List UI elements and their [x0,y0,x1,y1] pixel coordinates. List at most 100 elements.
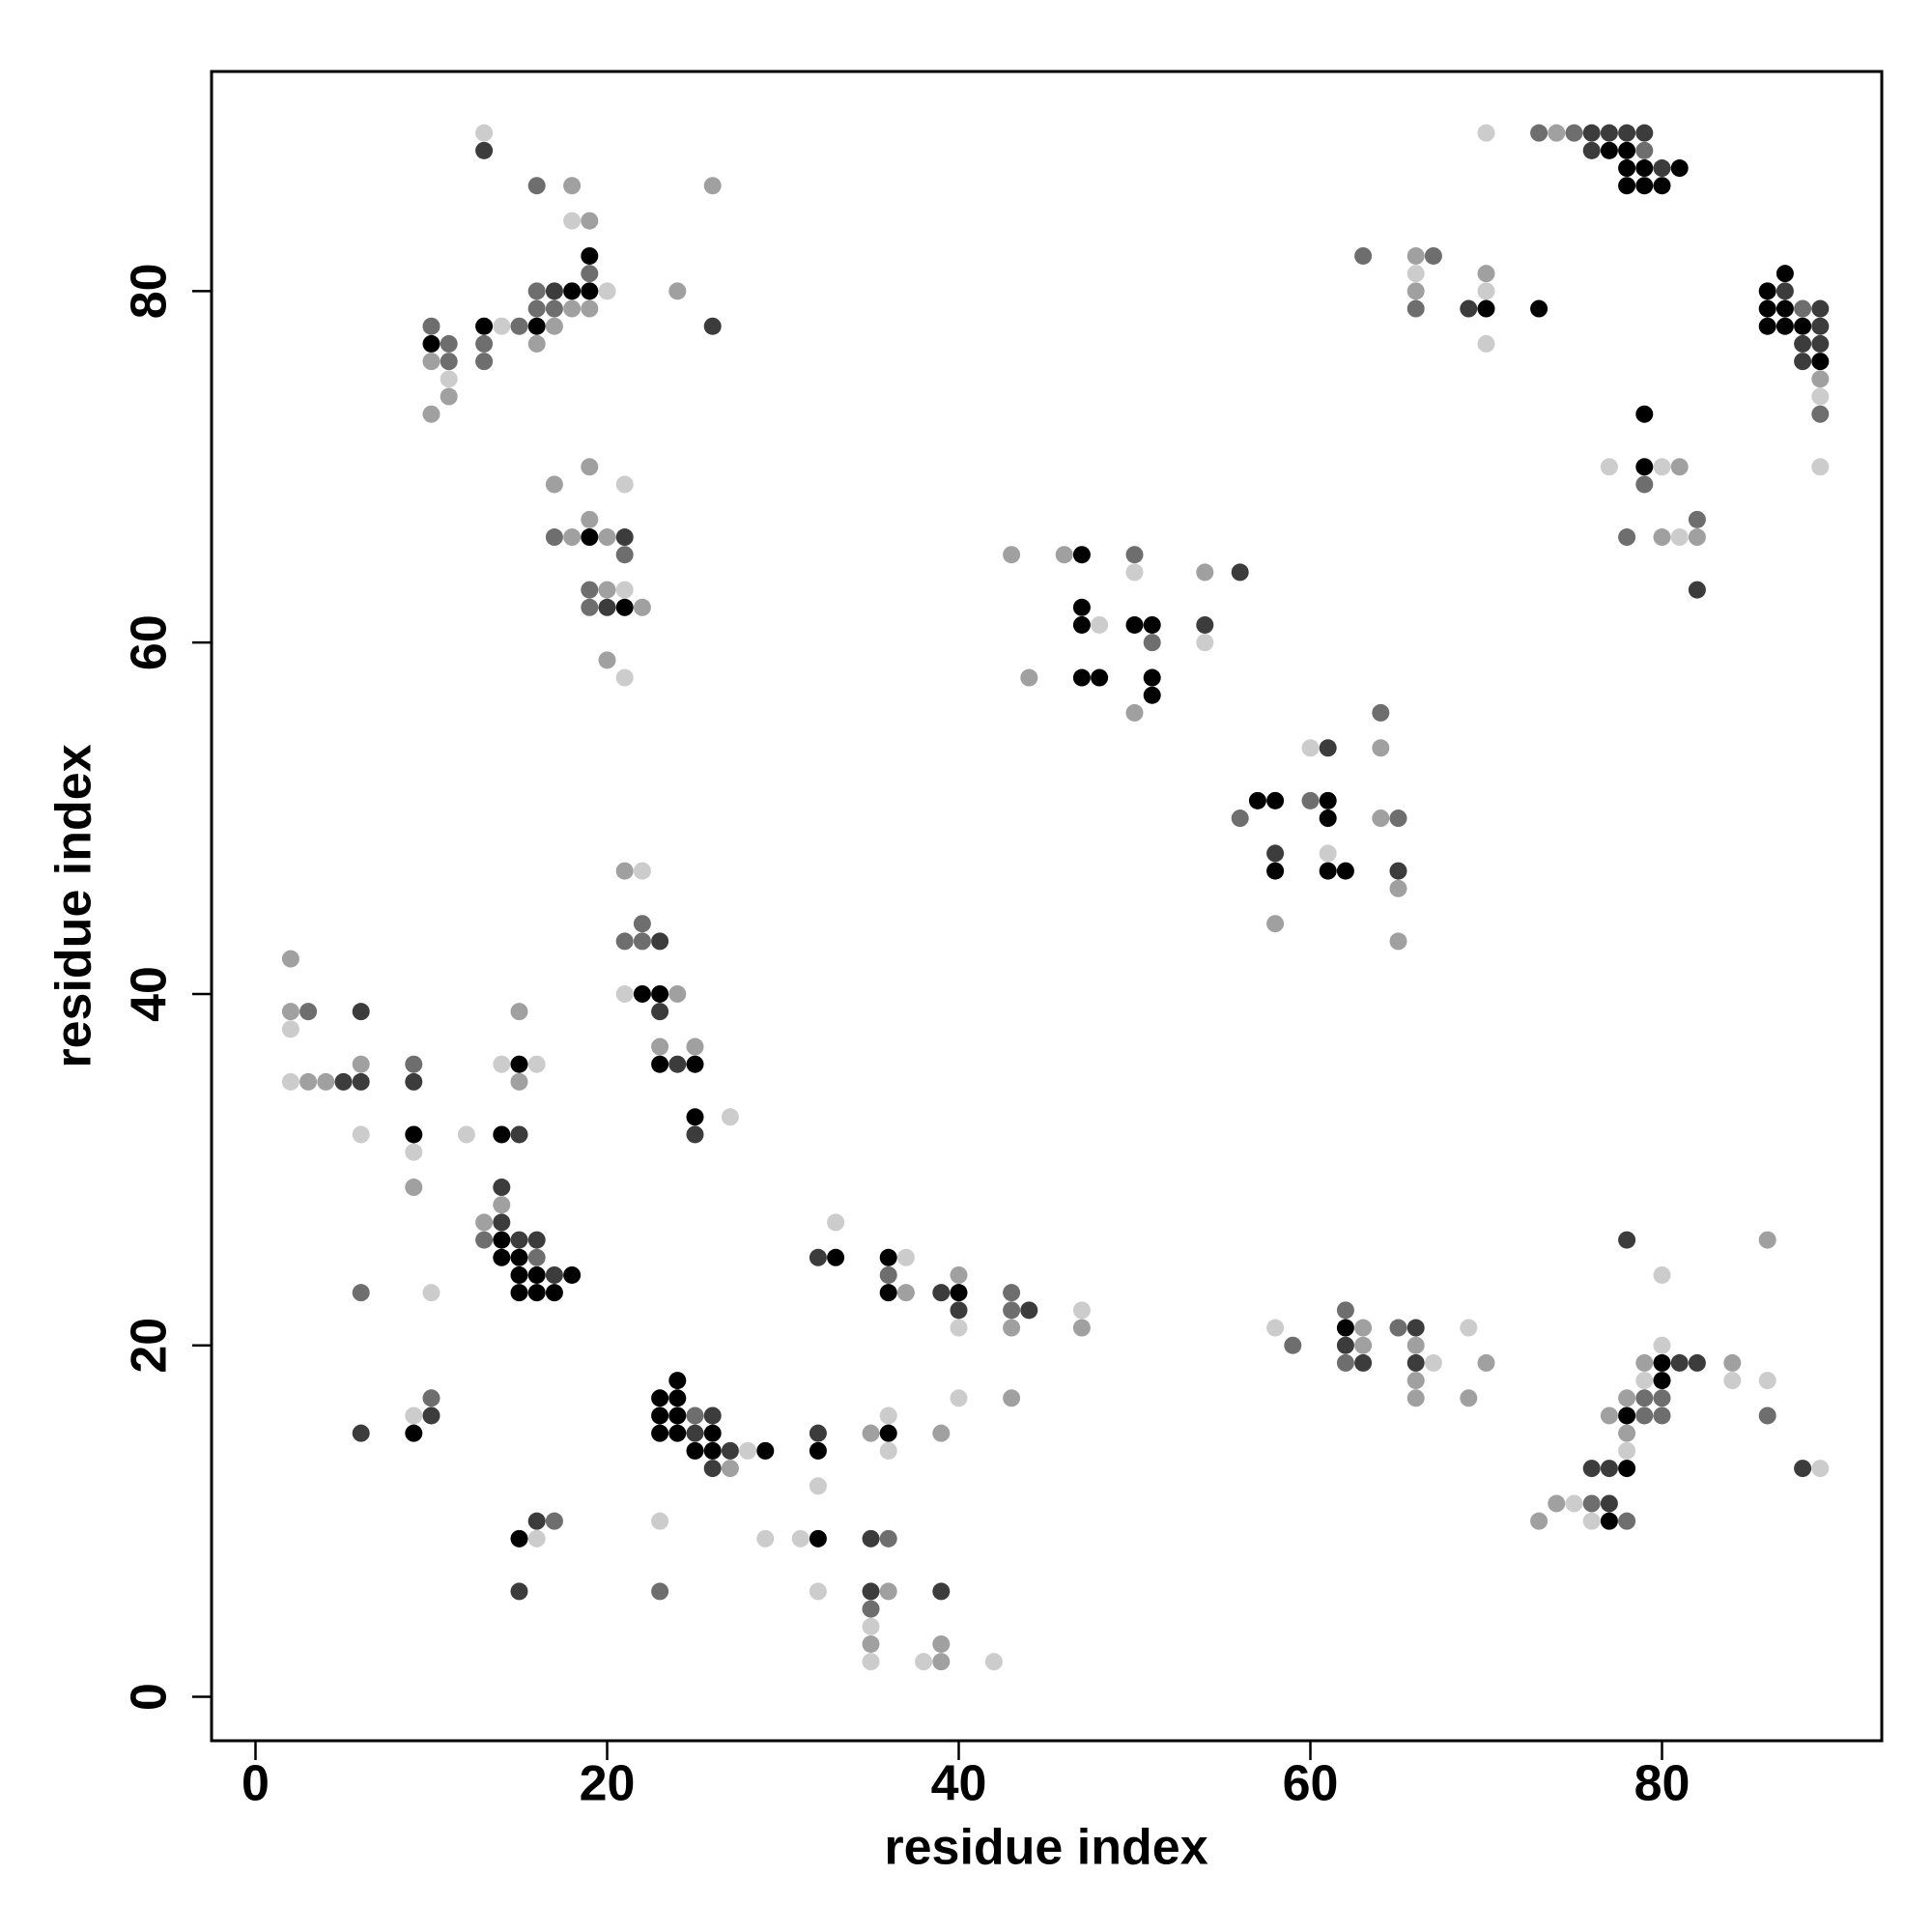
point [1618,1460,1636,1478]
point [1231,810,1249,828]
point [1143,615,1161,634]
point [1319,844,1337,863]
point [563,528,582,547]
point [703,317,722,335]
y-tick-label: 60 [122,614,178,670]
point [1530,1512,1548,1530]
point [581,265,599,283]
point [862,1424,880,1442]
point [527,1529,546,1548]
point [1688,510,1706,528]
point [1758,317,1776,335]
point [510,1055,528,1073]
point [1811,299,1830,318]
point [633,915,651,933]
point [475,1231,494,1249]
point [1688,581,1706,599]
point [1406,1353,1425,1372]
point [862,1653,880,1671]
point [879,1424,897,1442]
point [493,1179,511,1197]
point [563,1265,582,1284]
point [932,1582,951,1601]
point [1055,546,1073,564]
point [581,458,599,476]
point [651,1582,669,1601]
point [1600,1512,1618,1530]
point [686,1125,704,1144]
point [809,1424,827,1442]
point [1477,282,1495,300]
point [1196,615,1214,634]
point [352,1284,370,1302]
point [1653,177,1671,195]
point [1231,563,1249,582]
point [545,317,563,335]
point [510,1265,528,1284]
point [1266,862,1285,880]
x-tick-label: 80 [1634,1756,1690,1812]
point [1389,810,1407,828]
point [299,1072,318,1091]
point [651,1389,669,1407]
point [405,1143,423,1161]
point [1565,1494,1583,1513]
point [1635,1353,1654,1372]
point [1424,246,1442,265]
point [615,862,634,880]
point [1477,124,1495,142]
point [1389,879,1407,897]
point [809,1441,827,1460]
point [651,1003,669,1021]
point [1811,334,1830,353]
point [1794,1460,1812,1478]
point [1811,370,1830,388]
point [896,1284,915,1302]
point [598,598,616,616]
point [668,282,687,300]
point [1406,282,1425,300]
point [809,1582,827,1601]
point [1653,159,1671,178]
point [1618,159,1636,178]
point [1618,124,1636,142]
point [1811,405,1830,423]
point [1758,1372,1776,1390]
point [1600,1494,1618,1513]
point [1776,299,1794,318]
x-axis-title: residue index [884,1820,1208,1876]
point [563,282,582,300]
point [581,299,599,318]
point [598,651,616,669]
point [422,353,440,371]
point [475,124,494,142]
point [493,1125,511,1144]
point [563,212,582,230]
point [581,282,599,300]
point [1266,791,1285,810]
point [405,1125,423,1144]
point [1319,739,1337,757]
point [475,317,494,335]
point [615,546,634,564]
y-tick-label: 40 [122,966,178,1022]
point [1389,932,1407,951]
point [422,1284,440,1302]
point [668,1424,687,1442]
point [1635,141,1654,159]
point [1143,686,1161,704]
point [615,932,634,951]
point [1653,1406,1671,1425]
point [1072,546,1091,564]
point [527,1512,546,1530]
point [405,1406,423,1425]
point [1600,458,1618,476]
x-tick-label: 0 [242,1756,270,1812]
point [932,1424,951,1442]
point [879,1441,897,1460]
point [615,598,634,616]
point [1794,353,1812,371]
point [581,598,599,616]
point [1618,1389,1636,1407]
